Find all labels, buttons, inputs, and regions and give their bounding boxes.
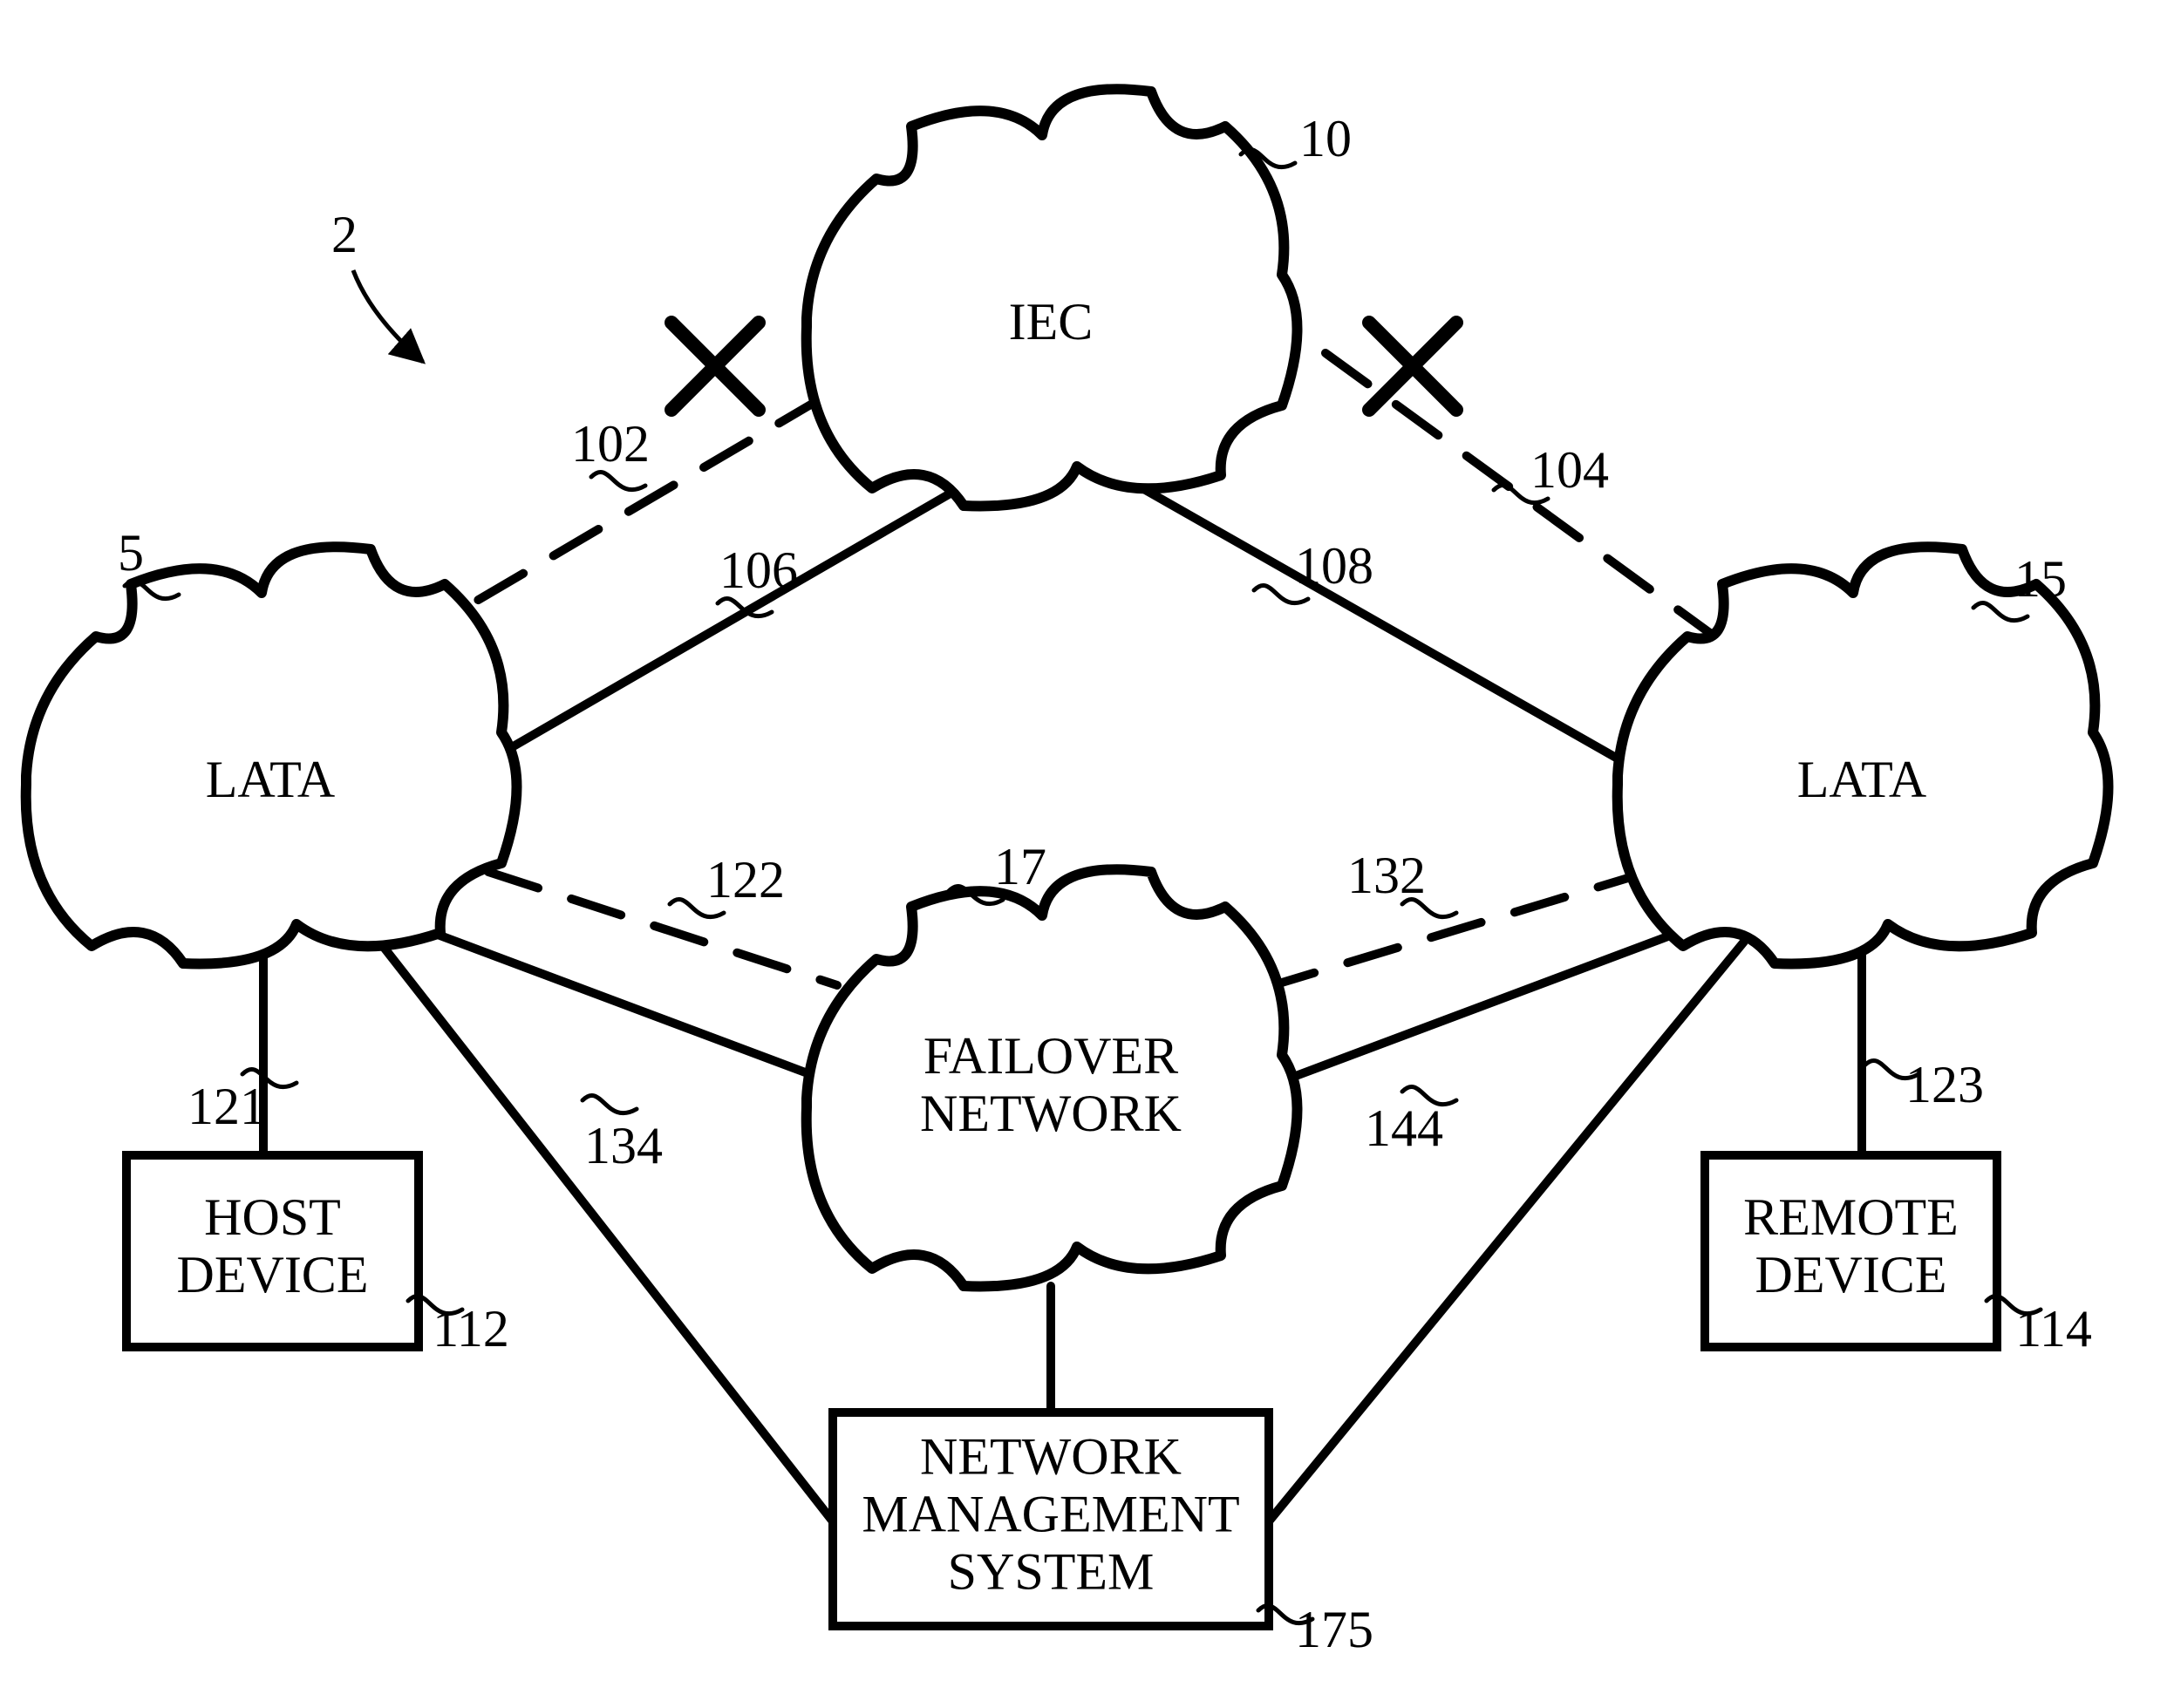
ref-r123: 123	[1864, 1056, 1984, 1113]
ref-r144: 144	[1365, 1086, 1456, 1156]
ref-r2-text: 2	[331, 206, 358, 263]
cloud-lata_r-label-0: LATA	[1797, 751, 1927, 808]
ref-r122-text: 122	[706, 851, 785, 908]
ref-r121: 121	[187, 1069, 296, 1134]
box-nms-label-2: SYSTEM	[948, 1542, 1155, 1600]
cloud-failover: FAILOVERNETWORK	[807, 869, 1298, 1286]
ref-r104-text: 104	[1530, 441, 1609, 499]
ref-r134: 134	[583, 1095, 663, 1174]
ref-r112-text: 112	[433, 1300, 509, 1358]
box-remote: REMOTEDEVICE	[1705, 1155, 1997, 1347]
cloud-lata_r: LATA	[1618, 547, 2109, 963]
ref-r114-text: 114	[2015, 1300, 2092, 1358]
ref-r114: 114	[1987, 1296, 2092, 1357]
ref-r175-text: 175	[1295, 1601, 1373, 1658]
cloud-lata_l: LATA	[26, 547, 517, 963]
link-iec_lata_l_solid	[462, 488, 959, 776]
box-remote-label-0: REMOTE	[1743, 1188, 1959, 1246]
ref-r144-text: 144	[1365, 1099, 1443, 1157]
box-nms: NETWORKMANAGEMENTSYSTEM	[833, 1412, 1269, 1626]
ref-r134-text: 134	[584, 1117, 663, 1174]
ref-r10-text: 10	[1299, 110, 1352, 167]
ref-r175: 175	[1258, 1601, 1373, 1658]
ref-r102: 102	[571, 415, 650, 490]
cloud-failover-label-1: NETWORK	[920, 1085, 1182, 1142]
link-lata_l_nms	[379, 942, 833, 1521]
ref-r123-text: 123	[1905, 1056, 1984, 1113]
ref-r104: 104	[1494, 441, 1609, 503]
cloud-iec-label-0: IEC	[1009, 293, 1094, 350]
ref-r112: 112	[408, 1296, 509, 1357]
box-host: HOSTDEVICE	[126, 1155, 419, 1347]
ref-r132-text: 132	[1347, 847, 1426, 904]
ref-r17-text: 17	[994, 838, 1046, 895]
ref-r102-text: 102	[571, 415, 650, 473]
ref-r102-leader	[591, 472, 645, 489]
box-host-label-0: HOST	[204, 1188, 341, 1246]
box-nms-label-1: MANAGEMENT	[862, 1485, 1239, 1542]
ref-r132: 132	[1347, 847, 1456, 917]
ref-r2-leader	[353, 270, 423, 362]
ref-r108: 108	[1254, 537, 1373, 603]
ref-r5-text: 5	[118, 524, 144, 582]
link-lata_r_nms	[1269, 942, 1744, 1521]
cloud-failover-label-0: FAILOVER	[923, 1027, 1178, 1085]
ref-r134-leader	[583, 1095, 637, 1113]
ref-r2: 2	[331, 206, 423, 362]
cloud-lata_l-label-0: LATA	[206, 751, 336, 808]
ref-r108-text: 108	[1295, 537, 1373, 595]
clouds-layer: IEC LATA LATA FAILOVERNETWORK	[26, 89, 2109, 1286]
box-nms-label-0: NETWORK	[920, 1427, 1182, 1485]
ref-r121-text: 121	[187, 1078, 266, 1135]
cloud-iec: IEC	[807, 89, 1298, 506]
link-lata_l_fo_dash	[488, 872, 837, 985]
ref-r106-text: 106	[719, 541, 798, 599]
link-lata_r_fo_solid	[1282, 924, 1700, 1081]
box-host-label-1: DEVICE	[177, 1246, 369, 1303]
ref-r15-text: 15	[2014, 550, 2067, 608]
ref-r122: 122	[670, 851, 785, 917]
box-remote-label-1: DEVICE	[1755, 1246, 1947, 1303]
